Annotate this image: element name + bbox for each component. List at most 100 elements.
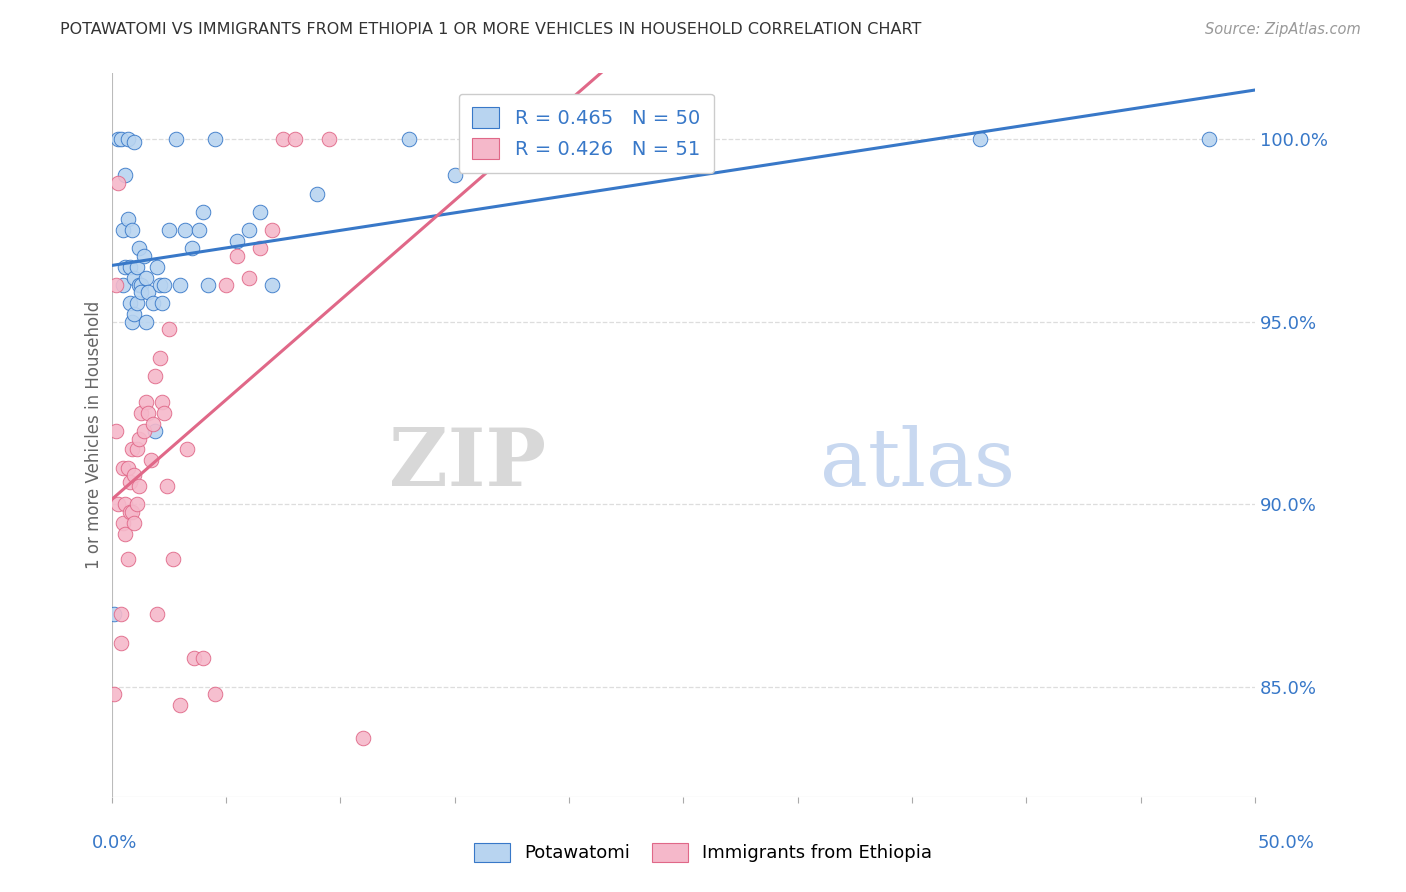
Point [110, 607, 132, 621]
Point [969, 132, 991, 146]
Point [260, 223, 283, 237]
Point [110, 132, 132, 146]
Point [124, 136, 146, 150]
Point [131, 285, 153, 300]
Point [136, 285, 159, 300]
Point [191, 205, 214, 219]
Point [142, 296, 165, 310]
Point [180, 242, 202, 256]
Point [114, 526, 136, 541]
Point [114, 497, 136, 511]
Point [112, 277, 135, 292]
Point [107, 497, 129, 511]
Point [238, 223, 260, 237]
Point [150, 296, 173, 310]
Point [307, 186, 329, 201]
Point [131, 277, 153, 292]
Point [117, 460, 139, 475]
Point [103, 687, 125, 701]
Point [143, 424, 166, 438]
Point [157, 322, 180, 336]
Point [118, 505, 141, 519]
Point [191, 650, 214, 665]
Text: ZIP: ZIP [389, 425, 546, 503]
Point [187, 223, 209, 237]
Legend: Potawatomi, Immigrants from Ethiopia: Potawatomi, Immigrants from Ethiopia [467, 836, 939, 870]
Point [153, 277, 176, 292]
Point [128, 432, 150, 446]
Point [124, 468, 146, 483]
Point [107, 132, 129, 146]
Point [173, 223, 195, 237]
Text: POTAWATOMI VS IMMIGRANTS FROM ETHIOPIA 1 OR MORE VEHICLES IN HOUSEHOLD CORRELATI: POTAWATOMI VS IMMIGRANTS FROM ETHIOPIA 1… [60, 22, 922, 37]
Point [135, 270, 157, 285]
Point [136, 406, 159, 420]
Point [132, 249, 155, 263]
Point [260, 277, 283, 292]
Point [105, 424, 128, 438]
Point [125, 497, 148, 511]
Point [271, 132, 294, 146]
Point [318, 132, 340, 146]
Point [176, 442, 198, 457]
Point [249, 205, 271, 219]
Point [128, 277, 150, 292]
Point [226, 234, 249, 248]
Point [131, 406, 153, 420]
Point [352, 731, 374, 746]
Point [125, 442, 148, 457]
Point [117, 552, 139, 566]
Point [114, 169, 136, 183]
Text: 50.0%: 50.0% [1258, 834, 1315, 852]
Point [157, 223, 180, 237]
Point [443, 169, 465, 183]
Point [121, 223, 143, 237]
Point [143, 369, 166, 384]
Point [165, 132, 187, 146]
Point [128, 479, 150, 493]
Point [121, 442, 143, 457]
Point [118, 260, 141, 274]
Point [238, 270, 260, 285]
Y-axis label: 1 or more Vehicles in Household: 1 or more Vehicles in Household [86, 301, 103, 569]
Point [121, 505, 143, 519]
Point [124, 270, 146, 285]
Text: atlas: atlas [821, 425, 1015, 503]
Point [155, 479, 177, 493]
Legend: R = 0.465   N = 50, R = 0.426   N = 51: R = 0.465 N = 50, R = 0.426 N = 51 [458, 94, 714, 173]
Point [226, 249, 249, 263]
Point [118, 475, 141, 490]
Point [124, 307, 146, 321]
Point [150, 395, 173, 409]
Point [183, 650, 205, 665]
Point [197, 277, 219, 292]
Point [103, 607, 125, 621]
Point [132, 424, 155, 438]
Point [117, 212, 139, 227]
Point [204, 687, 226, 701]
Point [162, 552, 184, 566]
Point [121, 314, 143, 328]
Point [149, 277, 172, 292]
Point [128, 242, 150, 256]
Point [146, 260, 169, 274]
Text: 0.0%: 0.0% [91, 834, 136, 852]
Point [105, 277, 128, 292]
Point [283, 132, 305, 146]
Point [142, 417, 165, 431]
Point [125, 260, 148, 274]
Point [118, 296, 141, 310]
Point [249, 242, 271, 256]
Point [112, 460, 135, 475]
Point [112, 516, 135, 530]
Point [114, 260, 136, 274]
Point [204, 132, 226, 146]
Point [169, 277, 191, 292]
Point [110, 636, 132, 650]
Point [117, 132, 139, 146]
Point [135, 395, 157, 409]
Point [107, 176, 129, 190]
Point [146, 607, 169, 621]
Point [124, 516, 146, 530]
Point [169, 698, 191, 713]
